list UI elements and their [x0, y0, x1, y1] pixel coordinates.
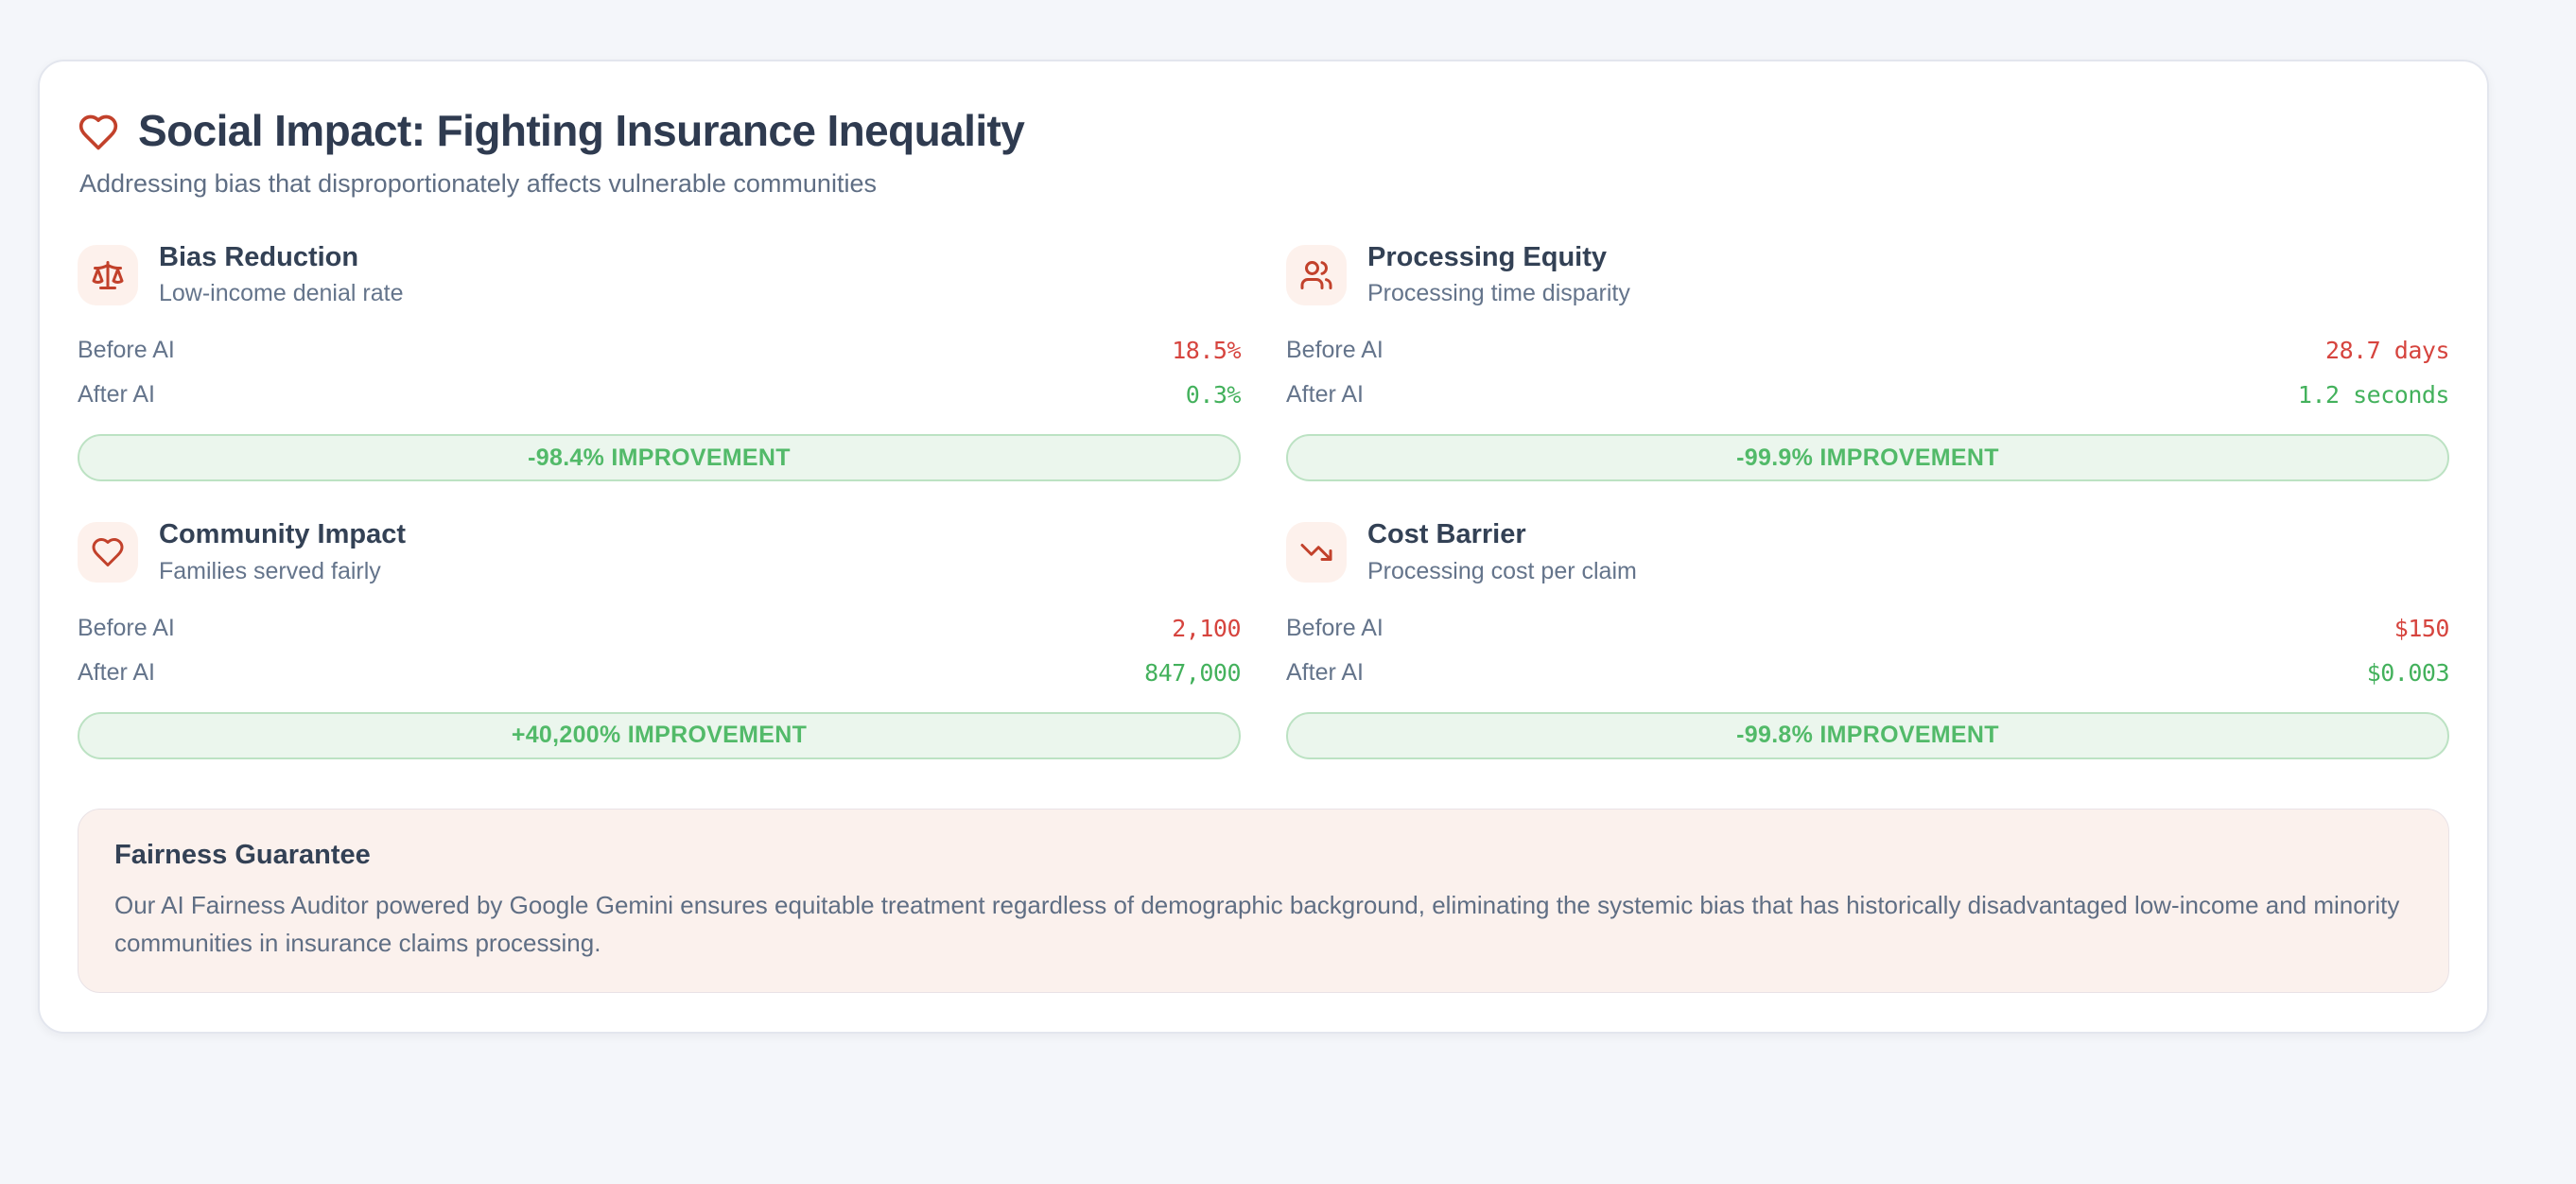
metric-rows: Before AI $150 After AI $0.003 — [1286, 606, 2450, 695]
metrics-grid: Bias Reduction Low-income denial rate Be… — [78, 242, 2450, 759]
users-icon — [1286, 244, 1347, 305]
before-label: Before AI — [78, 337, 175, 364]
page-title: Social Impact: Fighting Insurance Inequa… — [138, 106, 1025, 155]
fairness-guarantee-panel: Fairness Guarantee Our AI Fairness Audit… — [78, 808, 2449, 994]
metric-cost-barrier: Cost Barrier Processing cost per claim B… — [1286, 519, 2450, 759]
metric-rows: Before AI 2,100 After AI 847,000 — [78, 606, 1241, 695]
metric-subtitle: Families served fairly — [159, 557, 381, 584]
before-label: Before AI — [1286, 614, 1384, 641]
page-subtitle: Addressing bias that disproportionately … — [79, 169, 877, 198]
metric-subtitle: Processing cost per claim — [1367, 557, 1637, 584]
metric-header-text: Bias Reduction Low-income denial rate — [159, 242, 403, 307]
metric-rows: Before AI 28.7 days After AI 1.2 seconds — [1286, 328, 2450, 417]
after-label: After AI — [78, 658, 155, 686]
metric-title: Cost Barrier — [1367, 519, 1526, 550]
metric-header: Community Impact Families served fairly — [78, 519, 1241, 584]
metric-header-text: Processing Equity Processing time dispar… — [1367, 242, 1630, 307]
before-label: Before AI — [78, 614, 175, 641]
before-label: Before AI — [1286, 337, 1384, 364]
metric-bias-reduction: Bias Reduction Low-income denial rate Be… — [78, 242, 1242, 482]
improvement-badge: +40,200% IMPROVEMENT — [78, 711, 1241, 759]
scale-icon — [78, 244, 138, 305]
metric-subtitle: Processing time disparity — [1367, 280, 1630, 307]
metric-header: Processing Equity Processing time dispar… — [1286, 242, 2449, 307]
trending-down-icon — [1286, 522, 1347, 583]
before-row: Before AI 2,100 — [78, 606, 1241, 651]
before-row: Before AI 28.7 days — [1286, 328, 2449, 373]
before-value: $150 — [2393, 614, 2450, 642]
after-value: $0.003 — [2366, 658, 2450, 687]
metric-subtitle: Low-income denial rate — [159, 280, 404, 307]
metric-rows: Before AI 18.5% After AI 0.3% — [78, 328, 1242, 417]
social-impact-card: Social Impact: Fighting Insurance Inequa… — [38, 60, 2489, 1034]
improvement-badge: -99.9% IMPROVEMENT — [1286, 434, 2449, 482]
metric-title: Community Impact — [159, 519, 407, 550]
after-value: 1.2 seconds — [2297, 381, 2450, 409]
metric-header-text: Cost Barrier Processing cost per claim — [1367, 519, 1637, 584]
metric-processing-equity: Processing Equity Processing time dispar… — [1286, 242, 2450, 482]
after-label: After AI — [78, 381, 155, 409]
metric-title: Processing Equity — [1367, 242, 1608, 272]
before-row: Before AI $150 — [1286, 606, 2450, 651]
after-row: After AI 847,000 — [78, 651, 1241, 695]
metric-community-impact: Community Impact Families served fairly … — [78, 519, 1241, 759]
after-row: After AI $0.003 — [1286, 651, 2450, 695]
after-row: After AI 1.2 seconds — [1286, 373, 2450, 417]
before-value: 18.5% — [1172, 337, 1241, 365]
improvement-badge: -98.4% IMPROVEMENT — [78, 434, 1241, 482]
after-value: 0.3% — [1185, 381, 1242, 409]
after-label: After AI — [1286, 658, 1364, 686]
fairness-title: Fairness Guarantee — [114, 839, 371, 870]
metric-header: Bias Reduction Low-income denial rate — [78, 242, 1241, 307]
after-label: After AI — [1286, 381, 1364, 409]
metric-header-text: Community Impact Families served fairly — [159, 519, 406, 584]
fairness-body: Our AI Fairness Auditor powered by Googl… — [114, 890, 2400, 957]
before-row: Before AI 18.5% — [78, 328, 1241, 373]
metric-header: Cost Barrier Processing cost per claim — [1286, 519, 2449, 584]
improvement-badge: -99.8% IMPROVEMENT — [1286, 711, 2449, 759]
heart-icon — [78, 522, 138, 583]
heart-icon — [78, 112, 119, 153]
metric-title: Bias Reduction — [159, 242, 359, 272]
after-value: 847,000 — [1144, 658, 1241, 687]
card-header: Social Impact: Fighting Insurance Inequa… — [78, 105, 2449, 156]
before-value: 28.7 days — [2325, 337, 2449, 365]
after-row: After AI 0.3% — [78, 373, 1242, 417]
before-value: 2,100 — [1172, 614, 1241, 642]
